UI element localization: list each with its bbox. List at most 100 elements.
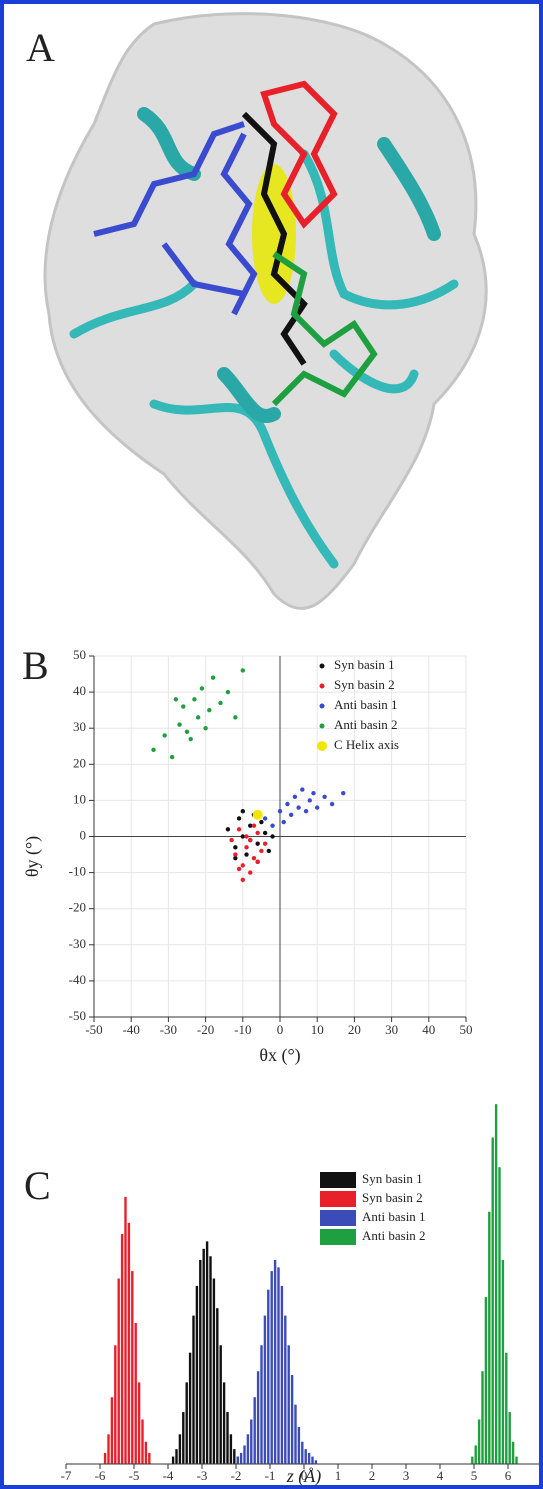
point — [244, 845, 249, 850]
point — [248, 837, 253, 843]
point — [240, 809, 245, 814]
x-tick-label: -7 — [61, 1468, 72, 1483]
legend-label: Anti basin 2 — [362, 1228, 426, 1243]
bar — [239, 1452, 243, 1464]
point — [240, 668, 245, 673]
point — [240, 834, 245, 839]
bar — [515, 1456, 518, 1464]
point — [233, 715, 238, 720]
x-tick-label: 1 — [335, 1468, 342, 1483]
point — [248, 870, 253, 875]
point — [251, 823, 257, 828]
legend-label: Syn basin 1 — [334, 657, 395, 672]
y-tick-label: -50 — [69, 1008, 86, 1023]
bar — [307, 1452, 311, 1464]
ribbon — [69, 149, 459, 569]
bar — [301, 1441, 304, 1464]
bar — [114, 1345, 117, 1464]
bar — [508, 1412, 511, 1464]
bar — [175, 1449, 178, 1464]
legend-marker — [319, 723, 325, 729]
point — [203, 726, 208, 731]
point — [207, 707, 212, 713]
bar — [134, 1323, 137, 1464]
y-tick-label: 30 — [73, 719, 86, 734]
y-tick-label: 50 — [73, 647, 86, 662]
bar — [229, 1434, 233, 1464]
point — [259, 819, 264, 825]
bar — [511, 1441, 515, 1464]
point — [255, 830, 260, 836]
point — [329, 801, 335, 807]
point — [262, 830, 268, 836]
bar — [131, 1271, 134, 1464]
x-tick-label: 50 — [460, 1022, 473, 1037]
point — [300, 787, 305, 792]
bar — [178, 1434, 182, 1464]
point — [311, 790, 316, 796]
point — [259, 848, 264, 854]
x-tick-label: -1 — [265, 1468, 276, 1483]
y-tick-label: -10 — [69, 864, 86, 879]
bar — [294, 1404, 297, 1464]
legend-swatch — [320, 1191, 356, 1207]
point — [322, 794, 327, 799]
legend-swatch — [320, 1172, 356, 1188]
protein-render — [43, 12, 488, 610]
x-tick-label: -40 — [123, 1022, 140, 1037]
bar — [273, 1259, 277, 1464]
x-axis-label: θx (°) — [259, 1045, 300, 1066]
bar — [124, 1196, 127, 1464]
legend-label: C Helix axis — [334, 737, 399, 752]
x-tick-label: -2 — [231, 1468, 242, 1483]
bar — [481, 1371, 484, 1464]
point — [162, 733, 167, 738]
bar — [188, 1352, 192, 1464]
point — [277, 809, 283, 814]
bar — [137, 1382, 141, 1464]
bar — [233, 1449, 236, 1464]
bar — [280, 1285, 284, 1464]
point — [240, 863, 245, 868]
x-tick-label: 3 — [403, 1468, 410, 1483]
point — [236, 816, 242, 821]
point — [270, 823, 275, 828]
point — [266, 848, 272, 854]
legend-label: Syn basin 1 — [362, 1171, 423, 1186]
point — [262, 816, 268, 821]
bar — [182, 1412, 185, 1464]
bar — [222, 1382, 226, 1464]
point — [225, 689, 231, 695]
point — [255, 859, 260, 864]
y-tick-label: 10 — [73, 791, 86, 806]
x-tick-label: -6 — [95, 1468, 106, 1483]
legend-marker — [319, 683, 325, 689]
bar — [263, 1315, 267, 1464]
x-tick-label: -30 — [160, 1022, 177, 1037]
point — [210, 675, 216, 680]
point — [229, 837, 234, 843]
x-tick-label: 0 — [277, 1022, 284, 1037]
y-tick-label: 40 — [73, 683, 86, 698]
y-axis-label: θy (°) — [22, 836, 43, 877]
x-tick-label: -3 — [197, 1468, 208, 1483]
point — [188, 736, 193, 742]
bar — [103, 1452, 107, 1464]
point — [195, 715, 201, 720]
legend-marker — [319, 663, 325, 669]
x-tick-label: 6 — [505, 1468, 512, 1483]
x-tick-label: 4 — [437, 1468, 444, 1483]
y-tick-label: 0 — [80, 827, 87, 842]
point — [199, 686, 205, 691]
bar — [185, 1382, 188, 1464]
ligand-blue — [93, 121, 258, 316]
bar — [290, 1374, 294, 1464]
bar — [219, 1345, 222, 1464]
x-tick-label: 20 — [348, 1022, 361, 1037]
bar — [270, 1271, 273, 1464]
bar — [250, 1419, 253, 1464]
point — [244, 852, 249, 857]
x-tick-label: -4 — [163, 1468, 174, 1483]
point — [252, 809, 263, 820]
